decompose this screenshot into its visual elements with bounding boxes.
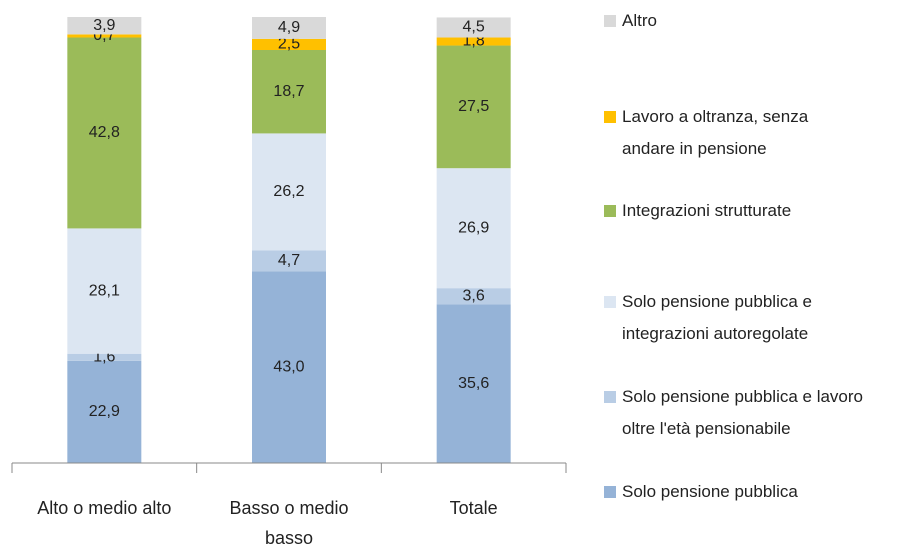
bar-segment bbox=[252, 250, 326, 272]
bar-segment bbox=[252, 38, 326, 51]
x-tick-label: Alto o medio alto bbox=[37, 498, 172, 518]
data-label: 3,6 bbox=[463, 287, 485, 304]
legend-label: Altro bbox=[622, 11, 657, 30]
legend-label: Solo pensione pubblica e lavoro oltre l'… bbox=[622, 387, 864, 438]
bar-segment bbox=[436, 288, 511, 305]
bar-segment bbox=[252, 50, 326, 134]
legend-swatch bbox=[604, 486, 616, 498]
data-label: 26,2 bbox=[273, 183, 304, 200]
bar-segment bbox=[67, 17, 142, 35]
bar-segment bbox=[67, 353, 142, 361]
legend-label: Lavoro a oltranza, senza andare in pensi… bbox=[622, 107, 809, 158]
legend-label: Solo pensione pubblica bbox=[622, 482, 798, 501]
data-label: 4,7 bbox=[278, 252, 300, 269]
legend-swatch bbox=[604, 391, 616, 403]
data-label: 22,9 bbox=[89, 403, 120, 420]
legend-item: Solo pensione pubblica bbox=[604, 476, 864, 508]
bar-segment bbox=[252, 271, 326, 463]
legend-item: Integrazioni strutturate bbox=[604, 195, 864, 227]
bar-segment bbox=[252, 133, 326, 251]
legend-item: Solo pensione pubblica e lavoro oltre l'… bbox=[604, 381, 864, 445]
legend-label: Integrazioni strutturate bbox=[622, 201, 792, 220]
data-label: 2,5 bbox=[278, 36, 300, 53]
data-label: 42,8 bbox=[89, 124, 120, 141]
legend-swatch bbox=[604, 15, 616, 27]
legend-swatch bbox=[604, 205, 616, 217]
data-label: 43,0 bbox=[273, 358, 304, 375]
bar-segment bbox=[436, 17, 511, 38]
bar-segment bbox=[67, 34, 142, 38]
data-label: 28,1 bbox=[89, 282, 120, 299]
bar-segment bbox=[436, 304, 511, 463]
bar-segment bbox=[436, 168, 511, 289]
data-label: 18,7 bbox=[273, 83, 304, 100]
data-label: 4,5 bbox=[463, 19, 485, 36]
data-label: 27,5 bbox=[458, 98, 489, 115]
legend-item: Solo pensione pubblica e integrazioni au… bbox=[604, 286, 864, 350]
legend-label: Solo pensione pubblica e integrazioni au… bbox=[622, 292, 812, 343]
bar-segment bbox=[436, 45, 511, 169]
x-tick-label: Totale bbox=[449, 498, 498, 518]
bar-segment bbox=[252, 17, 326, 39]
data-label: 3,9 bbox=[93, 17, 115, 34]
bar-segment bbox=[67, 37, 142, 229]
legend-item: Lavoro a oltranza, senza andare in pensi… bbox=[604, 101, 864, 165]
data-label: 26,9 bbox=[458, 219, 489, 236]
legend-item: Altro bbox=[604, 5, 864, 37]
bar-segment bbox=[436, 37, 511, 46]
data-label: 4,9 bbox=[278, 19, 300, 36]
legend-swatch bbox=[604, 111, 616, 123]
data-label: 35,6 bbox=[458, 375, 489, 392]
bar-segment bbox=[67, 228, 142, 354]
bar-segment bbox=[67, 360, 142, 463]
legend-swatch bbox=[604, 296, 616, 308]
x-tick-label: Basso o medio basso bbox=[229, 498, 349, 548]
